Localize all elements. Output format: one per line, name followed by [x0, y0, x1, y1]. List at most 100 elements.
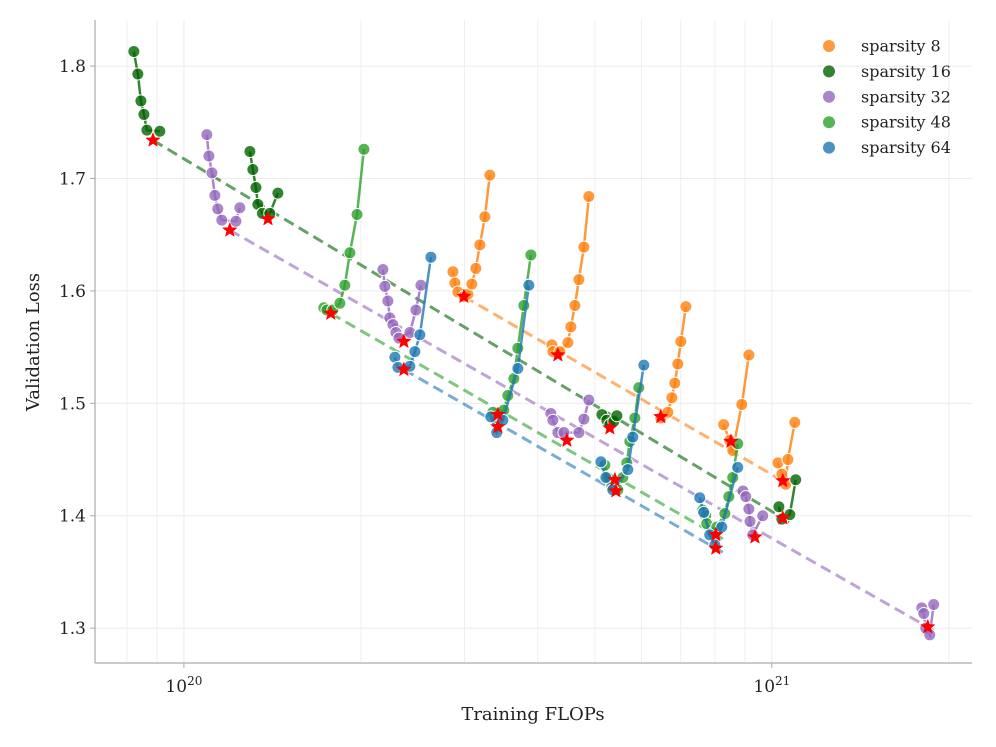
data-point [511, 361, 525, 375]
legend-label: sparsity 48 [861, 113, 951, 132]
fit-line [403, 368, 724, 554]
data-point [582, 189, 596, 203]
data-point [465, 277, 479, 291]
data-point [743, 514, 757, 528]
optimum-star-icon [550, 346, 566, 362]
data-point [789, 473, 803, 487]
optimum-star-icon [323, 305, 339, 321]
data-point [211, 202, 225, 216]
data-point [517, 299, 531, 313]
data-point [524, 248, 538, 262]
optimum-star-icon [145, 132, 161, 147]
data-point [249, 180, 263, 194]
legend-marker-icon [823, 141, 835, 154]
data-point [742, 348, 756, 362]
optimum-star-icon [602, 419, 618, 435]
run [544, 393, 596, 440]
data-point [756, 509, 770, 523]
data-point [243, 145, 257, 159]
data-point [735, 397, 749, 411]
data-point [693, 491, 707, 505]
data-point [131, 67, 145, 81]
run [654, 300, 693, 425]
x-tick-label: 1020 [165, 674, 202, 697]
run [243, 145, 285, 220]
data-point [572, 273, 586, 287]
grid [95, 20, 972, 663]
run [200, 128, 247, 228]
data-point [788, 415, 802, 429]
optimum-star-icon [775, 472, 791, 488]
optimum-star-icon [396, 333, 412, 349]
data-point [233, 201, 247, 215]
data-point [665, 391, 679, 405]
run [771, 415, 802, 491]
data-point [715, 520, 729, 534]
data-point [333, 296, 347, 310]
data-point [338, 278, 352, 292]
data-point [522, 278, 536, 292]
data-point [137, 107, 151, 121]
data-point [637, 358, 651, 372]
legend: sparsity 8 sparsity 16 sparsity 32 sparsity… [823, 37, 951, 157]
data-point [413, 328, 427, 342]
data-point [271, 186, 285, 200]
optimum-star-icon [456, 288, 472, 304]
data-point [205, 166, 219, 180]
data-point [568, 299, 582, 313]
optimum-star-icon [559, 432, 575, 448]
data-point [246, 163, 260, 177]
data-point [376, 263, 390, 277]
data-point [594, 455, 608, 469]
run [545, 189, 596, 359]
legend-label: sparsity 8 [861, 37, 941, 56]
optimum-star-icon [653, 408, 669, 424]
data-point [343, 246, 357, 260]
data-point [674, 335, 688, 348]
optimum-star-icon [260, 210, 276, 226]
legend-item: sparsity 48 [823, 113, 951, 132]
optimum-stars [145, 132, 936, 634]
run [736, 484, 770, 542]
y-tick-label: 1.5 [59, 394, 86, 414]
run [376, 263, 428, 345]
legend-label: sparsity 16 [861, 62, 951, 81]
data-point [610, 409, 624, 423]
run [388, 250, 438, 374]
data-point [671, 357, 685, 371]
data-point [134, 94, 148, 108]
data-point [424, 250, 438, 264]
optimum-star-icon [747, 528, 763, 544]
legend-item: sparsity 64 [823, 138, 951, 157]
data-point [781, 453, 795, 467]
y-tick-label: 1.7 [59, 170, 86, 190]
y-tick-label: 1.6 [59, 282, 86, 302]
data-point [739, 490, 753, 504]
data-point [200, 128, 214, 142]
data-point [202, 149, 216, 163]
data-point [917, 607, 931, 621]
data-point [772, 500, 786, 514]
run [446, 168, 497, 304]
data-point [546, 413, 560, 427]
optimum-star-icon [490, 406, 506, 422]
data-point [927, 598, 941, 612]
y-axis-label: Validation Loss [23, 273, 44, 412]
y-tick-label: 1.8 [59, 57, 86, 77]
fit-line [330, 312, 724, 541]
data-point [582, 393, 596, 407]
data-point [473, 238, 487, 252]
data-point [229, 214, 243, 228]
x-tick-label: 1021 [753, 674, 790, 697]
optimum-star-icon [920, 618, 936, 634]
data-point [572, 426, 586, 440]
legend-marker-icon [823, 90, 835, 103]
data-point [127, 44, 141, 58]
data-point [577, 412, 591, 426]
data-point [668, 376, 682, 390]
optimum-star-icon [490, 418, 506, 434]
optimum-star-icon [607, 471, 623, 487]
data-point [409, 303, 423, 317]
data-point [731, 460, 745, 474]
